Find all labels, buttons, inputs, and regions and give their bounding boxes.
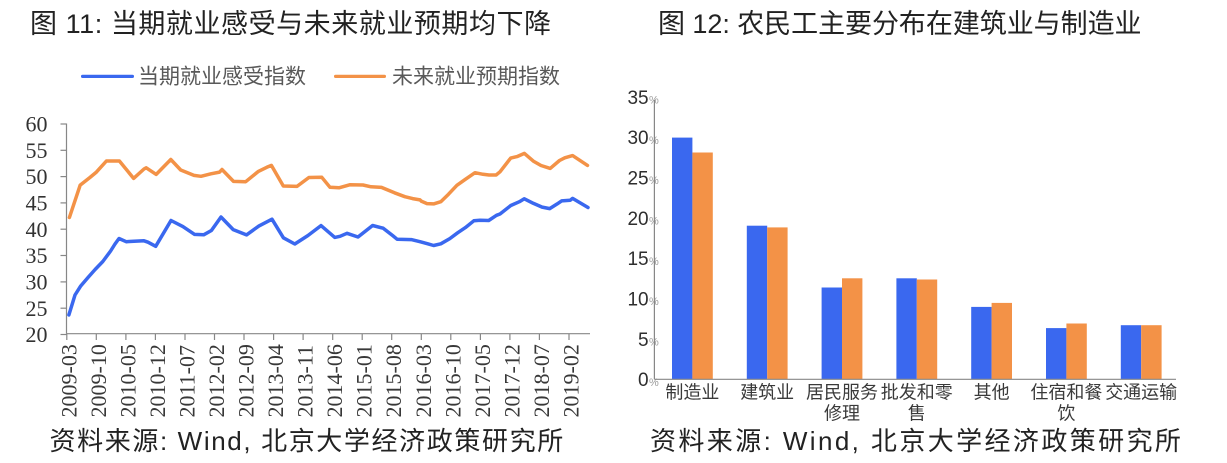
svg-text:10: 10 — [627, 290, 648, 311]
svg-text:建筑业: 建筑业 — [740, 382, 794, 402]
svg-text:2018-07: 2018-07 — [529, 344, 554, 417]
svg-text:50: 50 — [26, 164, 48, 189]
svg-text:45: 45 — [26, 191, 48, 216]
svg-text:其他: 其他 — [974, 382, 1010, 402]
svg-text:2012-02: 2012-02 — [204, 344, 229, 417]
svg-text:30: 30 — [627, 128, 648, 149]
svg-text:55: 55 — [26, 138, 48, 163]
svg-text:5: 5 — [638, 330, 649, 351]
svg-text:25: 25 — [26, 296, 48, 321]
svg-text:2017-05: 2017-05 — [470, 344, 495, 417]
svg-text:2014-06: 2014-06 — [322, 344, 347, 417]
svg-text:2015-01: 2015-01 — [352, 344, 377, 417]
svg-text:售: 售 — [908, 403, 926, 423]
svg-text:居民服务: 居民服务 — [806, 382, 878, 402]
svg-text:2009-03: 2009-03 — [56, 344, 81, 417]
svg-text:2010-12: 2010-12 — [145, 344, 170, 417]
svg-text:35: 35 — [26, 243, 48, 268]
svg-text:25: 25 — [627, 169, 648, 190]
svg-text:2011-07: 2011-07 — [175, 345, 200, 418]
svg-text:15: 15 — [627, 249, 648, 270]
svg-text:2012-09: 2012-09 — [234, 344, 259, 417]
svg-text:2016-10: 2016-10 — [440, 344, 465, 417]
svg-text:2015-08: 2015-08 — [381, 344, 406, 417]
svg-text:修理: 修理 — [824, 403, 860, 423]
svg-text:未来就业预期指数: 未来就业预期指数 — [392, 66, 560, 89]
svg-text:0: 0 — [638, 370, 649, 391]
svg-text:30: 30 — [26, 270, 48, 295]
svg-text:2016-03: 2016-03 — [411, 344, 436, 417]
svg-text:资料来源: Wind, 北京大学经济政策研究所: 资料来源: Wind, 北京大学经济政策研究所 — [650, 426, 1183, 456]
svg-text:图 12: 农民工主要分布在建筑业与制造业: 图 12: 农民工主要分布在建筑业与制造业 — [658, 9, 1142, 39]
svg-text:制造业: 制造业 — [665, 382, 719, 402]
svg-text:住宿和餐: 住宿和餐 — [1030, 382, 1102, 402]
svg-text:2009-10: 2009-10 — [86, 344, 111, 417]
svg-text:40: 40 — [26, 217, 48, 242]
svg-text:图 11: 当期就业感受与未来就业预期均下降: 图 11: 当期就业感受与未来就业预期均下降 — [30, 9, 552, 39]
svg-text:2013-11: 2013-11 — [293, 345, 318, 418]
svg-text:当期就业感受指数: 当期就业感受指数 — [138, 66, 306, 89]
svg-text:20: 20 — [627, 209, 648, 230]
svg-text:35: 35 — [627, 88, 648, 109]
svg-text:交通运输: 交通运输 — [1105, 382, 1177, 402]
svg-text:60: 60 — [26, 112, 48, 137]
svg-text:资料来源: Wind, 北京大学经济政策研究所: 资料来源: Wind, 北京大学经济政策研究所 — [50, 426, 565, 456]
svg-text:2010-05: 2010-05 — [115, 344, 140, 417]
svg-text:20: 20 — [26, 322, 48, 347]
svg-text:2019-02: 2019-02 — [559, 344, 584, 417]
svg-text:饮: 饮 — [1057, 403, 1075, 423]
svg-text:%: % — [649, 377, 659, 389]
svg-text:2013-04: 2013-04 — [263, 344, 288, 417]
svg-text:批发和零: 批发和零 — [881, 382, 953, 402]
svg-text:2017-12: 2017-12 — [499, 344, 524, 417]
